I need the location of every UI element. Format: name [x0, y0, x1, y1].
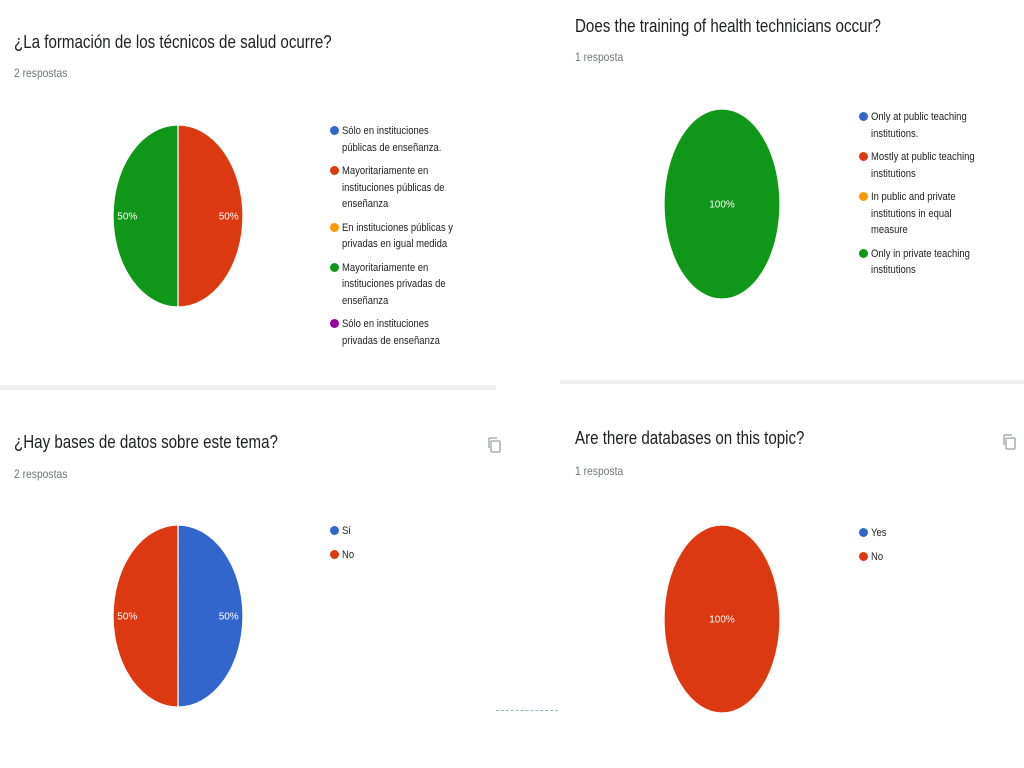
- pie-chart: 50% 50%: [112, 124, 244, 308]
- pie-chart: 100%: [663, 524, 781, 714]
- legend-label: Sólo en instituciones privadas de enseña…: [342, 318, 440, 347]
- copy-icon[interactable]: [1002, 434, 1016, 450]
- legend-label: Mayoritariamente en instituciones privad…: [342, 261, 446, 307]
- legend-item-si[interactable]: Sí: [330, 523, 485, 540]
- legend-item-solo-en-instituciones-publicas-de-ensena[interactable]: Sólo en instituciones públicas de enseña…: [330, 123, 485, 156]
- legend-label: Sólo en instituciones públicas de enseña…: [342, 125, 442, 154]
- chart-legend: Sí No: [330, 523, 485, 570]
- legend-label: En instituciones públicas y privadas en …: [342, 221, 453, 251]
- legend-swatch: [330, 166, 339, 175]
- legend-swatch: [330, 222, 339, 232]
- chart-card-bases-es: ¿Hay bases de datos sobre este tema? 2 r…: [0, 392, 501, 768]
- legend-swatch: [859, 528, 868, 537]
- chart-title: ¿La formación de los técnicos de salud o…: [14, 32, 332, 52]
- legend-swatch: [859, 551, 868, 561]
- pie-slice-mayoritariamente-en-instituciones-privad: [112, 124, 179, 308]
- legend-swatch: [859, 152, 868, 161]
- pie-slice-mayoritariamente-en-instituciones-public: [177, 124, 244, 308]
- data-label-no: 50%: [117, 612, 137, 623]
- pie-slice-no: [663, 524, 781, 714]
- chart-card-formacion-es: ¿La formación de los técnicos de salud o…: [0, 0, 496, 385]
- legend-swatch: [859, 192, 868, 201]
- pie-chart: 50% 50%: [112, 524, 244, 708]
- legend-label: No: [871, 550, 884, 563]
- pie-slice-si: [177, 524, 244, 708]
- legend-label: Yes: [871, 527, 887, 539]
- divider-top-right: [560, 378, 1024, 384]
- legend-label: Only in private teaching institutions: [871, 247, 970, 277]
- legend-item-no[interactable]: No: [859, 549, 1009, 566]
- legend-item-only-at-public-teaching-institutions[interactable]: Only at public teaching institutions.: [859, 109, 1009, 142]
- legend-item-only-in-private-teaching-institutions[interactable]: Only in private teaching institutions: [859, 246, 1009, 279]
- dashed-separator: [496, 710, 558, 711]
- chart-legend: Sólo en instituciones públicas de enseña…: [330, 123, 485, 356]
- chart-title: ¿Hay bases de datos sobre este tema?: [14, 432, 278, 452]
- legend-swatch: [859, 248, 868, 258]
- chart-legend: Only at public teaching institutions. Mos…: [859, 109, 1009, 286]
- legend-label: No: [342, 548, 355, 561]
- legend-item-mayoritariamente-en-instituciones-public[interactable]: Mayoritariamente en instituciones públic…: [330, 163, 485, 213]
- chart-legend: Yes No: [859, 525, 1009, 572]
- response-count: 2 respostas: [14, 66, 68, 80]
- legend-swatch: [330, 262, 339, 272]
- response-count: 2 respostas: [14, 467, 68, 481]
- pie-slice-only-in-private-teaching-institutions: [663, 108, 781, 300]
- copy-icon[interactable]: [487, 437, 501, 453]
- legend-swatch: [859, 112, 868, 121]
- legend-swatch: [330, 319, 339, 328]
- chart-card-databases-en: Are there databases on this topic? 1 res…: [560, 388, 1024, 768]
- response-count: 1 resposta: [575, 464, 624, 478]
- chart-card-training-en: Does the training of health technicians …: [560, 0, 1024, 380]
- legend-label: Only at public teaching institutions.: [871, 111, 967, 140]
- chart-title: Does the training of health technicians …: [575, 16, 881, 36]
- legend-swatch: [330, 549, 339, 559]
- pie-chart: 100%: [663, 108, 781, 300]
- data-label-no: 100%: [709, 615, 735, 626]
- data-label-only-in-private-teaching-institutions: 100%: [709, 200, 735, 211]
- legend-item-mayoritariamente-en-instituciones-privad[interactable]: Mayoritariamente en instituciones privad…: [330, 260, 485, 310]
- data-label-mayoritariamente-en-instituciones-privad: 50%: [117, 212, 137, 223]
- response-count: 1 resposta: [575, 50, 624, 64]
- legend-label: Sí: [342, 525, 351, 537]
- pie-slice-no: [112, 524, 179, 708]
- legend-label: In public and private institutions in eq…: [871, 191, 956, 236]
- legend-item-solo-en-instituciones-privadas-de-ensena[interactable]: Sólo en instituciones privadas de enseña…: [330, 316, 485, 349]
- data-label-mayoritariamente-en-instituciones-public: 50%: [219, 212, 239, 223]
- divider-top-left: [0, 384, 496, 390]
- legend-swatch: [330, 526, 339, 535]
- data-label-si: 50%: [219, 612, 239, 623]
- legend-item-yes[interactable]: Yes: [859, 525, 1009, 542]
- legend-item-en-instituciones-publicas-y-privadas-en-[interactable]: En instituciones públicas y privadas en …: [330, 220, 485, 253]
- legend-item-no[interactable]: No: [330, 547, 485, 564]
- legend-label: Mostly at public teaching institutions: [871, 151, 975, 180]
- legend-label: Mayoritariamente en instituciones públic…: [342, 165, 445, 210]
- legend-item-in-public-and-private-institutions-in-eq[interactable]: In public and private institutions in eq…: [859, 189, 1009, 239]
- legend-item-mostly-at-public-teaching-institutions[interactable]: Mostly at public teaching institutions: [859, 149, 1009, 182]
- legend-swatch: [330, 126, 339, 135]
- chart-title: Are there databases on this topic?: [575, 428, 805, 448]
